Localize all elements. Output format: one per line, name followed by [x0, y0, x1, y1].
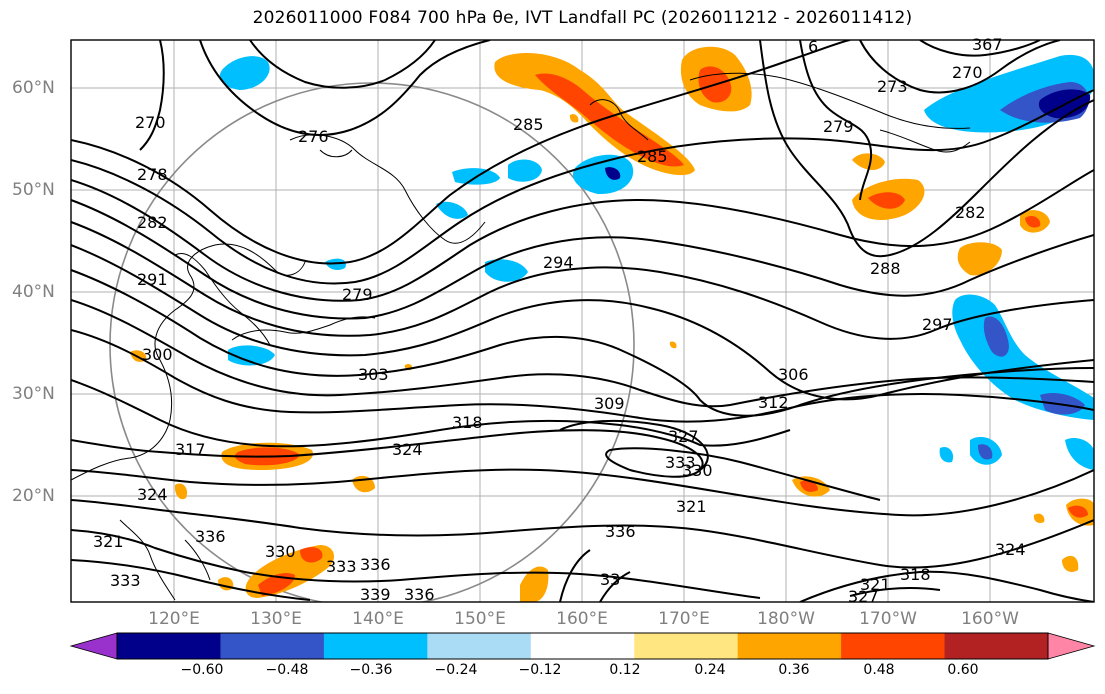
contour-label: 318: [900, 565, 931, 584]
colorbar-over-arrow: [1047, 632, 1096, 660]
contour-label: 327: [848, 587, 879, 606]
contour-label: 282: [137, 213, 168, 232]
contour-label: 336: [404, 585, 435, 604]
contour-label: 309: [594, 394, 625, 413]
map-title: 2026011000 F084 700 hPa θe, IVT Landfall…: [252, 8, 913, 28]
colorbar-segment: [634, 633, 739, 659]
colorbar-under-arrow: [69, 632, 118, 660]
contour-label: 330: [265, 542, 296, 561]
colorbar-tick-label: −0.36: [349, 662, 393, 678]
contour-label: 318: [452, 413, 483, 432]
contour-label: 303: [358, 365, 389, 384]
contour-label: 300: [142, 345, 173, 364]
colorbar-segment: [841, 633, 946, 659]
contour-label: 367: [972, 35, 1003, 54]
colorbar-tick-label: −0.24: [434, 662, 478, 678]
contour-label: 270: [135, 113, 166, 132]
lat-label: 60°N: [12, 78, 55, 98]
lon-label: 170°W: [859, 609, 917, 629]
colorbar-outline: [116, 632, 1049, 660]
contour-label: 297: [922, 315, 953, 334]
contour-label: 321: [93, 532, 124, 551]
contour-label: 33: [600, 570, 620, 589]
colorbar-tick-label: 0.48: [863, 662, 895, 678]
contour-label: 273: [877, 77, 908, 96]
lon-label: 170°E: [658, 609, 710, 629]
colorbar-segment: [323, 633, 428, 659]
lat-label: 50°N: [12, 180, 55, 200]
colorbar-segment: [220, 633, 325, 659]
contour-label: 333: [110, 571, 141, 590]
contour-label: 306: [778, 365, 809, 384]
radius-circle: [109, 82, 635, 602]
contour-label: 312: [758, 393, 789, 412]
contour-label: 288: [870, 259, 901, 278]
lon-label: 160°W: [961, 609, 1019, 629]
contour-label: 327: [668, 427, 699, 446]
contour-label: 6: [808, 37, 818, 56]
lon-label: 180°W: [757, 609, 815, 629]
contour-label: 294: [543, 253, 574, 272]
map-frame: [70, 39, 1095, 603]
contour-label: 339: [360, 585, 391, 604]
contour-label: 324: [392, 440, 423, 459]
lon-label: 160°E: [556, 609, 608, 629]
lon-label: 120°E: [148, 609, 200, 629]
colorbar-tick-label: −0.60: [180, 662, 224, 678]
colorbar-tick-label: −0.12: [518, 662, 562, 678]
contour-label: 321: [676, 497, 707, 516]
lon-label: 150°E: [454, 609, 506, 629]
theta-e-contours: [71, 40, 1094, 602]
contour-label-group: 270 276 278 282 285 285 279 282 273 270 …: [93, 35, 1026, 606]
colorbar-segment: [530, 633, 635, 659]
contour-label: 270: [952, 63, 983, 82]
contour-label: 317: [175, 440, 206, 459]
contour-label: 336: [195, 527, 226, 546]
contour-label: 321: [860, 575, 891, 594]
contour-label: 278: [137, 165, 168, 184]
contour-label: 336: [605, 522, 636, 541]
colorbar-tick-label: 0.36: [778, 662, 810, 678]
contour-label: 336: [360, 555, 391, 574]
negative-anomaly-shading: [219, 54, 1094, 470]
contour-label: 333: [326, 557, 357, 576]
colorbar-segment: [737, 633, 842, 659]
colorbar-tick-label: 0.60: [947, 662, 979, 678]
contour-label: 291: [137, 270, 168, 289]
lat-label: 40°N: [12, 282, 55, 302]
colorbar-segment: [427, 633, 532, 659]
colorbar-tick-label: −0.48: [265, 662, 309, 678]
contour-label: 285: [637, 147, 668, 166]
contour-label: 276: [298, 127, 329, 146]
colorbar-tick-label: 0.24: [694, 662, 726, 678]
colorbar-tick-label: 0.12: [609, 662, 641, 678]
contour-label: 279: [823, 117, 854, 136]
contour-label: 333: [665, 453, 696, 472]
colorbar-segment: [944, 633, 1049, 659]
colorbar-segment: [117, 633, 221, 659]
colorbar: [69, 632, 1096, 660]
lat-label: 30°N: [12, 384, 55, 404]
contour-label: 324: [137, 485, 168, 504]
contour-label: 285: [513, 115, 544, 134]
lat-label: 20°N: [12, 486, 55, 506]
contour-label: 279: [342, 285, 373, 304]
contour-label: 330: [682, 461, 713, 480]
lon-label: 140°E: [352, 609, 404, 629]
contour-label: 282: [955, 203, 986, 222]
lon-label: 130°E: [250, 609, 302, 629]
contour-label: 324: [995, 540, 1026, 559]
